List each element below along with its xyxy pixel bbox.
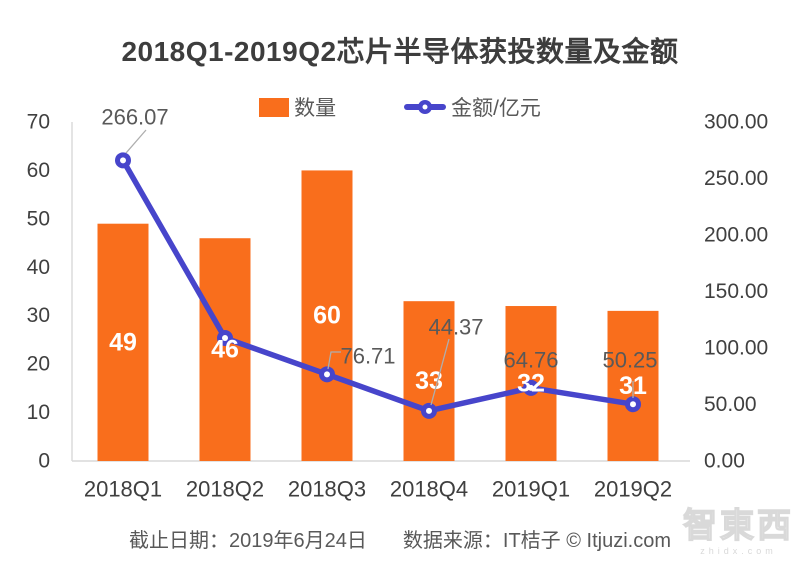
right-axis-tick-label: 50.00 [704,393,757,416]
x-axis-category-label: 2018Q1 [84,477,162,502]
left-axis-tick-label: 40 [27,256,50,279]
right-axis-tick-label: 300.00 [704,111,768,134]
legend-label-line-series: 金额/亿元 [451,97,541,120]
x-axis-category-label: 2018Q3 [288,477,366,502]
line-marker-hole-2018Q2 [222,334,228,341]
left-axis-tick-label: 70 [27,111,50,134]
footer-deadline-text: 截止日期：2019年6月24日 [129,530,367,552]
line-marker-hole-2018Q3 [324,371,330,378]
legend-item-line-series: 金额/亿元 [404,92,541,122]
watermark-brand-text: 智東西 [682,506,794,545]
right-axis-tick-label: 150.00 [704,280,768,303]
left-axis-tick-label: 30 [27,304,50,327]
right-axis-tick-label: 0.00 [704,450,745,473]
left-axis-tick-label: 60 [27,159,50,182]
bar-2018Q4 [403,301,455,461]
line-value-label: 266.07 [101,105,168,130]
line-marker-hole-2019Q2 [630,401,636,408]
bar-2018Q3 [301,170,353,461]
bar-value-label: 49 [109,328,137,356]
chart-title: 2018Q1-2019Q2芯片半导体获投数量及金额 [121,36,679,67]
bar-value-label: 46 [211,336,239,364]
line-series-swatch-icon [404,100,447,114]
line-value-label: 44.37 [428,315,483,340]
x-axis-category-label: 2018Q4 [390,477,468,502]
legend: 数量 金额/亿元 [0,92,800,122]
right-axis-tick-label: 200.00 [704,224,768,247]
bar-value-label: 33 [415,367,443,395]
watermark-logo: 智東西 zhidx.com [682,506,794,557]
left-axis-tick-label: 50 [27,207,50,230]
line-value-label: 50.25 [602,348,657,373]
line-value-label: 64.76 [503,348,558,373]
bar-2018Q2 [199,238,251,461]
right-axis-tick-label: 250.00 [704,167,768,190]
label-leader-line [327,351,341,370]
bar-value-label: 32 [517,370,545,398]
left-axis-tick-label: 20 [27,353,50,376]
label-leader-line [125,129,147,154]
line-marker-hole-2019Q1 [528,384,534,391]
footer-source-line: 截止日期：2019年6月24日 数据来源：IT桔子 © Itjuzi.com [0,524,800,553]
left-axis-tick-label: 0 [38,450,50,473]
amount-line [120,157,636,414]
right-axis-tick-label: 100.00 [704,337,768,360]
legend-label-bar-series: 数量 [294,97,337,120]
bar-2018Q1 [97,223,149,461]
bar-series-swatch-icon [259,97,290,117]
line-marker-hole-2018Q4 [426,407,432,414]
footer-source-text: 数据来源：IT桔子 © Itjuzi.com [402,530,671,552]
legend-item-bar-series: 数量 [259,92,336,122]
bar-value-label: 60 [313,302,341,330]
watermark-domain-text: zhidx.com [700,546,777,557]
line-value-label: 76.71 [340,344,395,369]
x-axis-category-label: 2019Q2 [594,477,672,502]
line-marker-dot-icon [418,100,433,114]
label-leader-line [430,338,450,406]
x-axis-category-label: 2019Q1 [492,477,570,502]
left-axis-tick-label: 10 [27,401,50,424]
x-axis-category-label: 2018Q2 [186,477,264,502]
line-marker-hole-2018Q1 [120,157,126,164]
